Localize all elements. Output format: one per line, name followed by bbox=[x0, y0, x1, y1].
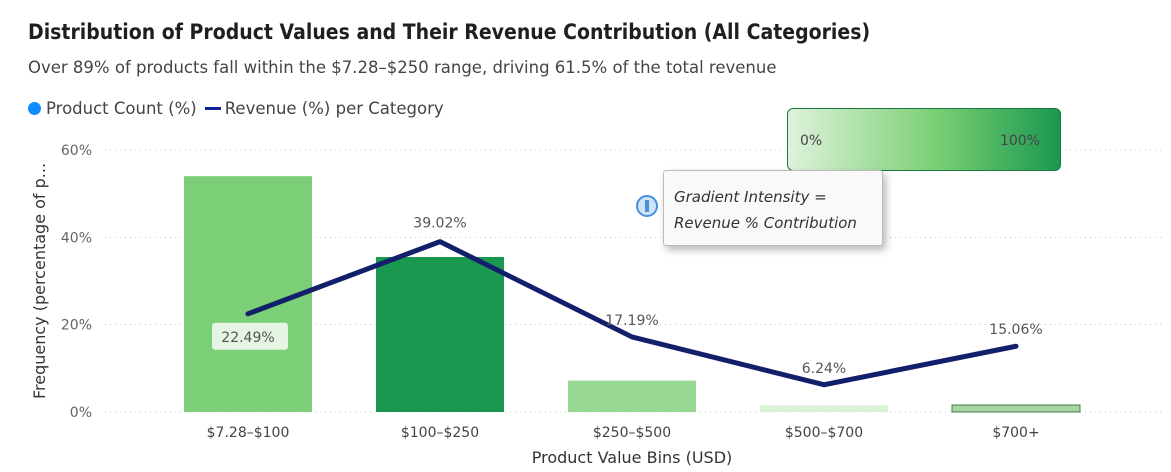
legend-item-revenue[interactable]: Revenue (%) per Category bbox=[204, 99, 444, 118]
y-tick-label: 0% bbox=[70, 405, 92, 421]
bar bbox=[376, 256, 504, 412]
data-label-background bbox=[212, 322, 288, 350]
x-tick-label: $7.28–$100 bbox=[207, 425, 290, 441]
legend-label: Product Count (%) bbox=[46, 99, 197, 118]
x-tick-label: $700+ bbox=[992, 425, 1039, 441]
x-tick-label: $500–$700 bbox=[785, 425, 863, 441]
bar bbox=[568, 380, 696, 412]
bar bbox=[184, 176, 312, 412]
x-tick-label: $100–$250 bbox=[401, 425, 479, 441]
data-label: 39.02% bbox=[413, 216, 466, 232]
legend-line-icon bbox=[204, 107, 221, 110]
legend-dot-icon bbox=[28, 102, 41, 115]
legend-item-product-count[interactable]: Product Count (%) bbox=[28, 99, 197, 118]
legend-label: Revenue (%) per Category bbox=[224, 99, 444, 118]
legend: Product Count (%) Revenue (%) per Catego… bbox=[28, 99, 452, 118]
info-icon[interactable] bbox=[636, 195, 658, 217]
x-axis-title: Product Value Bins (USD) bbox=[532, 448, 733, 467]
gradient-max-label: 100% bbox=[999, 133, 1040, 149]
tooltip-line-1: Gradient Intensity = bbox=[674, 188, 827, 206]
chart-subtitle: Over 89% of products fall within the $7.… bbox=[28, 58, 777, 77]
bar bbox=[951, 404, 1081, 413]
gradient-min-label: 0% bbox=[800, 133, 823, 149]
tooltip: Gradient Intensity = Revenue % Contribut… bbox=[663, 170, 883, 246]
data-label: 17.19% bbox=[605, 313, 658, 329]
data-label: 22.49% bbox=[221, 330, 274, 346]
data-label: 15.06% bbox=[989, 322, 1042, 338]
data-label: 6.24% bbox=[802, 361, 846, 377]
revenue-line bbox=[245, 239, 1019, 388]
x-tick-label: $250–$500 bbox=[593, 425, 671, 441]
gradient-legend: 0% 100% bbox=[787, 108, 1061, 171]
y-tick-label: 40% bbox=[61, 230, 92, 246]
tooltip-line-2: Revenue % Contribution bbox=[674, 214, 857, 232]
bar bbox=[760, 405, 888, 412]
chart-title: Distribution of Product Values and Their… bbox=[28, 20, 871, 44]
y-tick-label: 60% bbox=[61, 143, 92, 159]
y-axis-title: Frequency (percentage of p... bbox=[30, 163, 49, 399]
y-tick-label: 20% bbox=[61, 318, 92, 334]
